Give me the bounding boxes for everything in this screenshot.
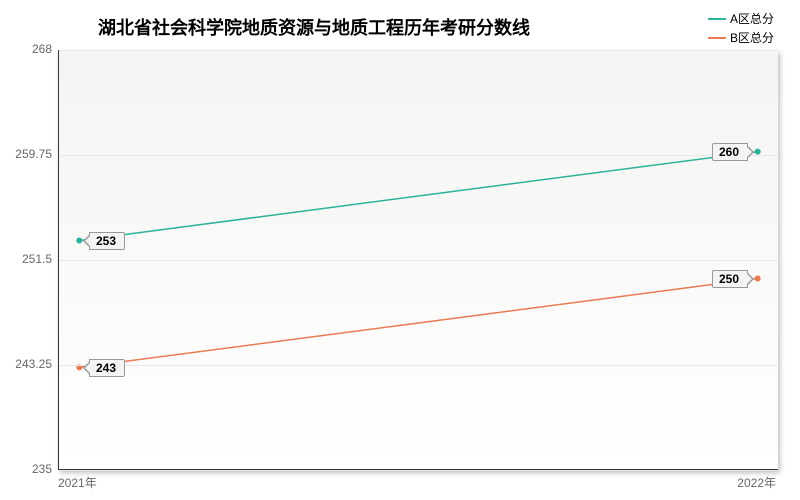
data-callout: 253 (89, 232, 125, 250)
y-tick-label: 268 (0, 42, 52, 56)
gridline (59, 470, 778, 471)
series-line (79, 152, 757, 241)
legend-label: B区总分 (730, 29, 774, 46)
gridline (59, 260, 778, 261)
legend-swatch (708, 37, 726, 39)
gridline (59, 50, 778, 51)
series-marker (755, 149, 761, 155)
series-marker (76, 237, 82, 243)
data-callout: 250 (712, 270, 748, 288)
chart-container: 湖北省社会科学院地质资源与地质工程历年考研分数线 A区总分 B区总分 253 260… (0, 0, 800, 500)
series-line (79, 279, 757, 368)
chart-title: 湖北省社会科学院地质资源与地质工程历年考研分数线 (98, 14, 530, 40)
x-tick-label: 2022年 (737, 474, 776, 491)
gridline (59, 155, 778, 156)
y-tick-label: 251.5 (0, 252, 52, 266)
plot-area: 253 260 243 250 (58, 50, 778, 470)
y-tick-label: 235 (0, 462, 52, 476)
legend-swatch (708, 18, 726, 20)
y-tick-label: 243.25 (0, 357, 52, 371)
legend-item: B区总分 (708, 29, 774, 46)
legend-item: A区总分 (708, 10, 774, 27)
legend: A区总分 B区总分 (708, 10, 774, 48)
series-marker (755, 276, 761, 282)
legend-label: A区总分 (730, 10, 774, 27)
y-tick-label: 259.75 (0, 147, 52, 161)
data-callout: 243 (89, 359, 125, 377)
x-tick-label: 2021年 (58, 474, 97, 491)
gridline (59, 365, 778, 366)
data-callout: 260 (712, 143, 748, 161)
